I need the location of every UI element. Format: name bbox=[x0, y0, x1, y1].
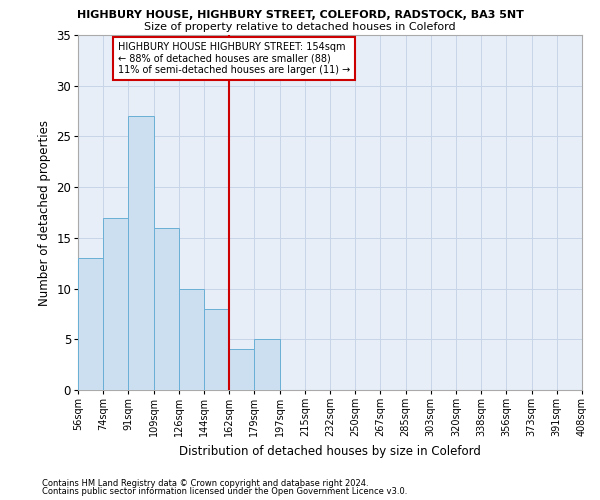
Bar bbox=[254, 340, 280, 390]
Text: Contains HM Land Registry data © Crown copyright and database right 2024.: Contains HM Land Registry data © Crown c… bbox=[42, 478, 368, 488]
Bar bbox=[154, 228, 179, 390]
Text: Size of property relative to detached houses in Coleford: Size of property relative to detached ho… bbox=[144, 22, 456, 32]
Bar bbox=[204, 309, 229, 390]
Text: HIGHBURY HOUSE, HIGHBURY STREET, COLEFORD, RADSTOCK, BA3 5NT: HIGHBURY HOUSE, HIGHBURY STREET, COLEFOR… bbox=[77, 10, 523, 20]
Bar bbox=[179, 288, 204, 390]
Y-axis label: Number of detached properties: Number of detached properties bbox=[38, 120, 50, 306]
Bar bbox=[103, 218, 128, 390]
Text: Contains public sector information licensed under the Open Government Licence v3: Contains public sector information licen… bbox=[42, 487, 407, 496]
Bar bbox=[78, 258, 103, 390]
Bar bbox=[128, 116, 154, 390]
Text: HIGHBURY HOUSE HIGHBURY STREET: 154sqm
← 88% of detached houses are smaller (88): HIGHBURY HOUSE HIGHBURY STREET: 154sqm ←… bbox=[118, 42, 350, 76]
X-axis label: Distribution of detached houses by size in Coleford: Distribution of detached houses by size … bbox=[179, 444, 481, 458]
Bar bbox=[229, 350, 254, 390]
